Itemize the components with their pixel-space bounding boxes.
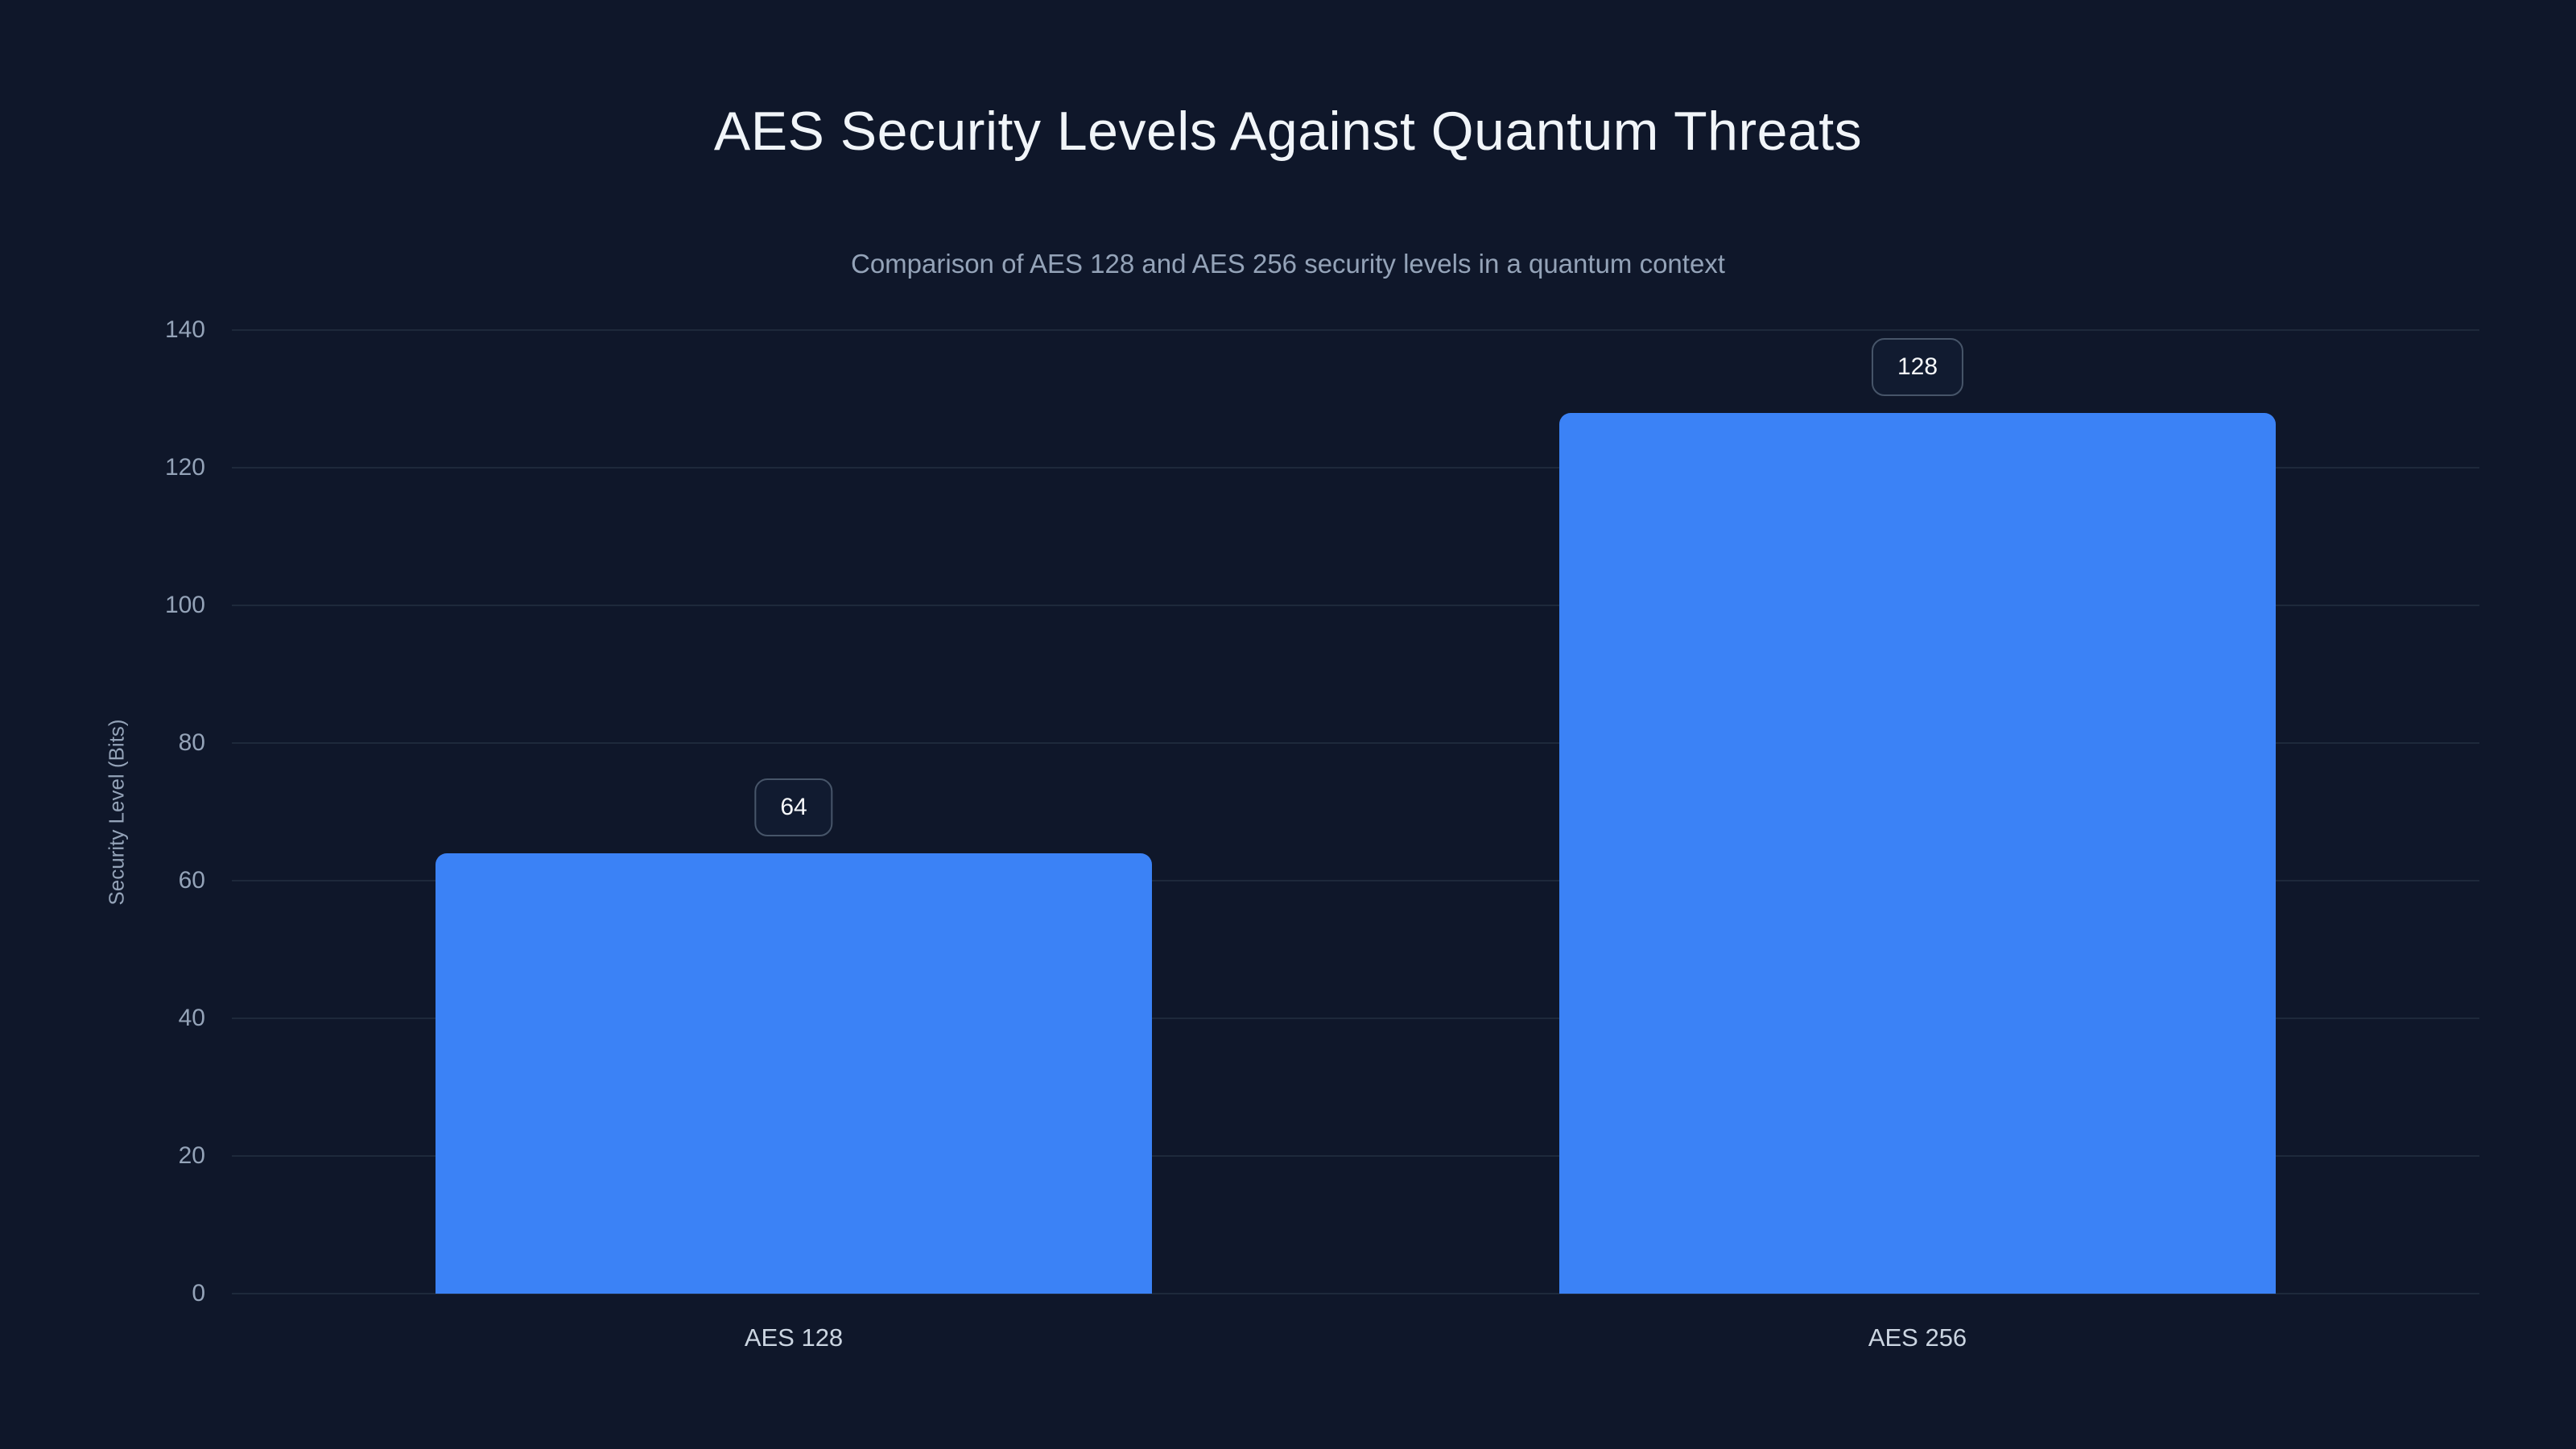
y-tick-label: 40 bbox=[178, 1005, 205, 1031]
gridline bbox=[232, 1293, 2479, 1294]
gridline bbox=[232, 742, 2479, 744]
gridline bbox=[232, 605, 2479, 606]
gridline bbox=[232, 329, 2479, 331]
gridline bbox=[232, 1018, 2479, 1019]
chart-title: AES Security Levels Against Quantum Thre… bbox=[713, 101, 1863, 162]
bar bbox=[1559, 412, 2276, 1294]
y-tick-label: 140 bbox=[164, 316, 205, 343]
y-tick-label: 20 bbox=[178, 1142, 205, 1169]
gridline bbox=[232, 1155, 2479, 1157]
y-tick-label: 60 bbox=[178, 867, 205, 894]
gridline bbox=[232, 467, 2479, 469]
bar bbox=[436, 852, 1152, 1294]
value-badge: 64 bbox=[754, 778, 833, 836]
y-tick-label: 120 bbox=[164, 454, 205, 481]
value-badge: 128 bbox=[1871, 337, 1964, 396]
gridline bbox=[232, 880, 2479, 881]
chart-subtitle: Comparison of AES 128 and AES 256 securi… bbox=[851, 249, 1725, 279]
y-tick-label: 100 bbox=[164, 592, 205, 618]
x-category-label: AES 256 bbox=[1868, 1323, 1967, 1352]
x-category-label: AES 128 bbox=[744, 1323, 844, 1352]
y-tick-label: 80 bbox=[178, 729, 205, 756]
y-tick-label: 0 bbox=[192, 1280, 205, 1307]
